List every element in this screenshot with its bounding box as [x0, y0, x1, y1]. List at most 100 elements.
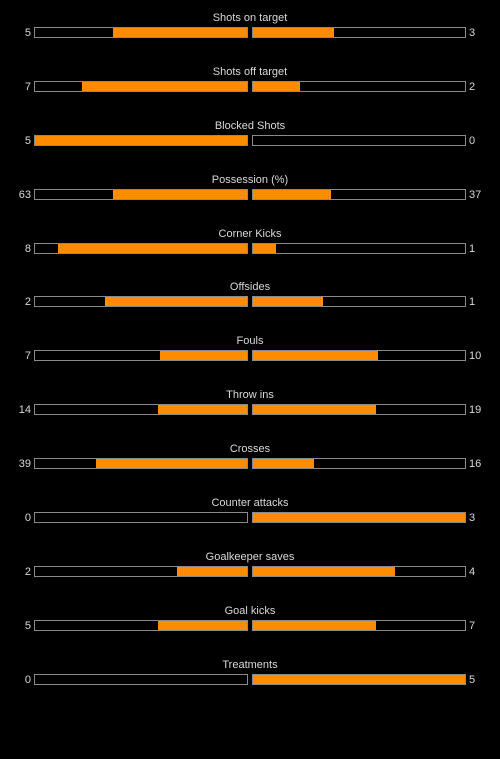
- home-bar-fill: [58, 243, 247, 253]
- home-bar-fill: [35, 135, 247, 145]
- stat-label: Goal kicks: [224, 604, 276, 617]
- stat-label: Shots off target: [212, 65, 288, 78]
- stat-label: Goalkeeper saves: [205, 550, 295, 563]
- away-value: 1: [469, 242, 476, 255]
- home-bar-fill: [177, 566, 247, 576]
- away-value: 19: [469, 404, 482, 417]
- away-bar-fill: [253, 566, 396, 576]
- home-value: 7: [24, 350, 31, 363]
- home-bar: [34, 673, 248, 685]
- away-bar: [252, 296, 466, 308]
- away-value: 1: [469, 296, 476, 309]
- stat-label: Fouls: [236, 335, 264, 348]
- home-bar: [34, 512, 248, 524]
- stat-row: Counter attacks 0 3: [0, 495, 500, 549]
- home-value: 5: [24, 27, 31, 39]
- home-bar: [34, 565, 248, 577]
- away-bar: [252, 188, 466, 200]
- stat-row: Corner Kicks 8 1: [0, 226, 500, 280]
- home-value: 0: [24, 673, 31, 686]
- home-bar: [34, 27, 248, 38]
- stat-row: Offsides 2 1: [0, 279, 500, 333]
- stat-row: Fouls 7 10: [0, 333, 500, 387]
- away-bar-fill: [253, 81, 300, 91]
- home-value: 63: [18, 188, 31, 201]
- home-bar-fill: [113, 189, 247, 199]
- stat-row: Blocked Shots 5 0: [0, 118, 500, 172]
- away-bar-fill: [253, 513, 465, 523]
- away-bar-fill: [253, 351, 379, 361]
- away-bar-fill: [253, 28, 334, 37]
- away-value: 0: [469, 134, 476, 147]
- home-value: 2: [24, 296, 31, 309]
- home-bar: [34, 188, 248, 200]
- home-bar-fill: [157, 405, 247, 415]
- stat-row: Treatments 0 5: [0, 657, 500, 711]
- away-value: 7: [469, 619, 476, 632]
- stat-label: Treatments: [222, 658, 278, 671]
- home-bar: [34, 619, 248, 631]
- home-bar-fill: [81, 81, 247, 91]
- away-bar: [252, 619, 466, 631]
- away-bar-fill: [253, 297, 323, 307]
- stat-label: Blocked Shots: [214, 119, 286, 132]
- away-bar: [252, 565, 466, 577]
- home-value: 8: [24, 242, 31, 255]
- away-bar-fill: [253, 620, 376, 630]
- stat-row: Crosses 39 16: [0, 441, 500, 495]
- away-bar: [252, 80, 466, 92]
- home-bar: [34, 80, 248, 92]
- stat-label: Crosses: [229, 443, 271, 456]
- home-value: 2: [24, 565, 31, 578]
- stat-label: Offsides: [229, 281, 271, 294]
- home-bar: [34, 242, 248, 254]
- home-value: 5: [24, 619, 31, 632]
- away-value: 37: [469, 188, 482, 201]
- home-bar-fill: [104, 297, 247, 307]
- away-bar: [252, 242, 466, 254]
- home-bar: [34, 458, 248, 470]
- away-bar-fill: [253, 243, 277, 253]
- away-value: 10: [469, 350, 482, 363]
- away-value: 2: [469, 80, 476, 93]
- stat-label: Counter attacks: [211, 497, 289, 510]
- home-bar: [34, 350, 248, 362]
- stat-label: Throw ins: [226, 389, 274, 402]
- away-bar: [252, 134, 466, 146]
- match-stats-panel: Shots on target 5 3 Shots off target 7 2 Block…: [0, 10, 500, 711]
- stat-label: Shots on target: [212, 12, 288, 24]
- stat-row: Goalkeeper saves 2 4: [0, 549, 500, 603]
- home-bar-fill: [160, 351, 247, 361]
- away-bar: [252, 458, 466, 470]
- away-bar: [252, 673, 466, 685]
- home-bar: [34, 134, 248, 146]
- stat-label: Corner Kicks: [218, 227, 282, 240]
- stat-row: Goal kicks 5 7: [0, 603, 500, 657]
- stat-row: Shots off target 7 2: [0, 64, 500, 118]
- away-value: 5: [469, 673, 476, 686]
- home-bar: [34, 404, 248, 416]
- away-bar-fill: [253, 674, 465, 684]
- away-bar: [252, 512, 466, 524]
- away-value: 4: [469, 565, 476, 578]
- stat-row: Throw ins 14 19: [0, 387, 500, 441]
- home-value: 7: [24, 80, 31, 93]
- home-bar-fill: [157, 620, 247, 630]
- away-bar: [252, 350, 466, 362]
- home-value: 0: [24, 512, 31, 525]
- home-bar-fill: [96, 459, 247, 469]
- home-bar-fill: [113, 28, 247, 37]
- home-value: 14: [18, 404, 31, 417]
- away-value: 16: [469, 458, 482, 471]
- away-value: 3: [469, 512, 476, 525]
- away-bar-fill: [253, 189, 332, 199]
- away-bar-fill: [253, 405, 376, 415]
- away-bar: [252, 27, 466, 38]
- stat-row: Possession (%) 63 37: [0, 172, 500, 226]
- away-bar-fill: [253, 459, 315, 469]
- home-value: 39: [18, 458, 31, 471]
- home-bar: [34, 296, 248, 308]
- stat-label: Possession (%): [211, 173, 289, 186]
- away-value: 3: [469, 27, 476, 39]
- stat-row: Shots on target 5 3: [0, 10, 500, 64]
